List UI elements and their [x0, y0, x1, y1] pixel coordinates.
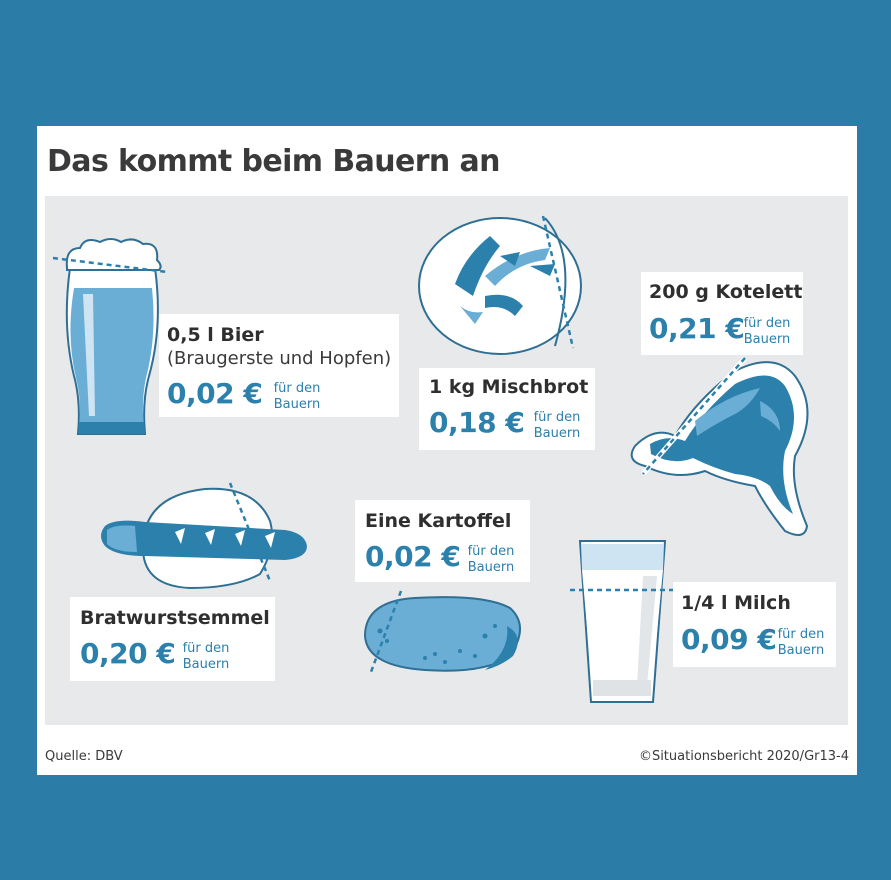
price-note: für den Bauern: [743, 316, 791, 347]
item-detail: (Braugerste und Hopfen): [167, 348, 392, 369]
item-name: 0,5 l Bier: [167, 324, 264, 346]
price-note: für den Bauern: [182, 641, 230, 672]
item-name: 200 g Kotelett: [649, 281, 803, 303]
price-note: für den Bauern: [533, 410, 581, 441]
beer-label: 0,5 l Bier (Braugerste und Hopfen) 0,02 …: [159, 314, 399, 417]
credit-note: ©Situationsbericht 2020/Gr13-4: [638, 749, 849, 764]
bread-label: 1 kg Mischbrot 0,18 € für den Bauern: [419, 368, 595, 450]
illustrations: [52, 215, 809, 703]
kartoffel-label: Eine Kartoffel 0,02 € für den Bauern: [355, 500, 530, 582]
item-name: 1 kg Mischbrot: [429, 376, 589, 398]
item-price: 0,02 €: [167, 377, 263, 410]
bratwurst-label: Bratwurstsemmel 0,20 € für den Bauern: [70, 597, 275, 681]
item-price: 0,20 €: [80, 637, 176, 670]
item-price: 0,09 €: [681, 623, 777, 656]
item-name: Bratwurstsemmel: [80, 607, 270, 629]
beer-glass-icon: [52, 238, 168, 435]
potato-icon: [363, 590, 521, 673]
price-note: für den Bauern: [467, 544, 515, 575]
illustration-panel: 0,5 l Bier (Braugerste und Hopfen) 0,02 …: [45, 196, 848, 725]
infographic-card: Das kommt beim Bauern an: [37, 126, 857, 775]
page-title: Das kommt beim Bauern an: [47, 144, 501, 179]
bread-loaf-icon: [418, 215, 582, 355]
item-name: 1/4 l Milch: [681, 592, 791, 614]
milk-glass-icon: [570, 540, 675, 703]
source-note: Quelle: DBV: [45, 749, 123, 764]
item-price: 0,21 €: [649, 312, 745, 345]
item-price: 0,18 €: [429, 406, 525, 439]
item-name: Eine Kartoffel: [365, 510, 512, 532]
item-price: 0,02 €: [365, 540, 461, 573]
kotelett-label: 200 g Kotelett 0,21 € für den Bauern: [641, 272, 803, 355]
pork-chop-icon: [630, 356, 809, 536]
milch-label: 1/4 l Milch 0,09 € für den Bauern: [673, 582, 836, 667]
price-note: für den Bauern: [273, 381, 321, 412]
sausage-roll-icon: [101, 482, 307, 590]
price-note: für den Bauern: [777, 627, 825, 658]
